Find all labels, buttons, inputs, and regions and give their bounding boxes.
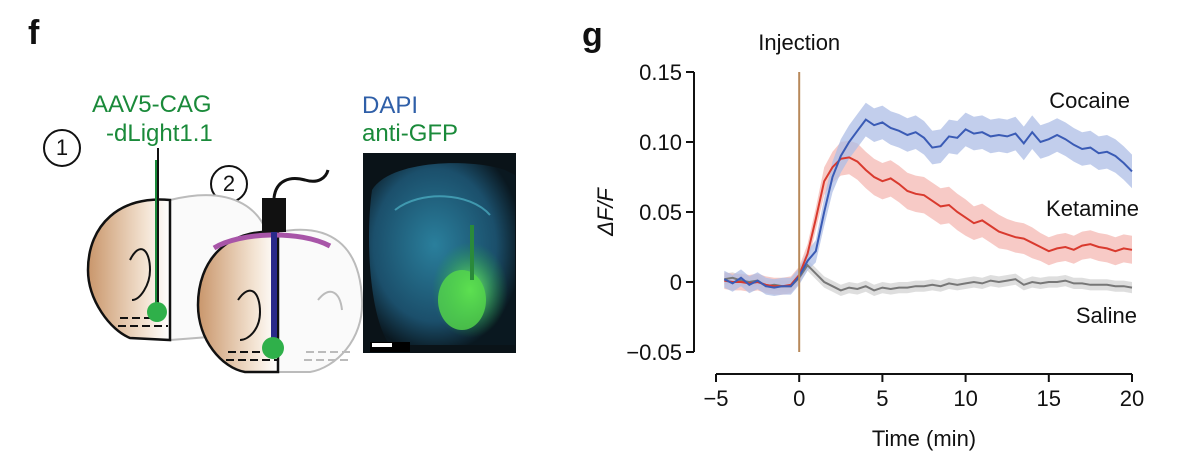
optic-fiber-ferrule xyxy=(262,198,286,232)
series-band-saline xyxy=(724,259,1132,296)
virus-label-line1: AAV5-CAG xyxy=(92,91,212,118)
series-label-saline: Saline xyxy=(1076,303,1137,328)
x-axis-title: Time (min) xyxy=(872,426,976,451)
scale-bar xyxy=(372,343,392,347)
y-tick-label: 0 xyxy=(670,270,682,295)
series-label-ketamine: Ketamine xyxy=(1046,196,1139,221)
optic-fiber xyxy=(271,232,277,347)
dapi-label: DAPI xyxy=(362,92,419,119)
x-tick-label: 20 xyxy=(1120,386,1144,411)
x-tick-label: 10 xyxy=(953,386,977,411)
y-tick-label: 0.15 xyxy=(639,60,682,85)
virus-label-line2: -dLight1.1 xyxy=(106,120,213,147)
y-tick-label: 0.10 xyxy=(639,130,682,155)
series-label-cocaine: Cocaine xyxy=(1049,88,1130,113)
panel-letter-g: g xyxy=(582,16,603,54)
y-tick-label: −0.05 xyxy=(626,340,682,365)
surgery-schematic xyxy=(86,148,516,374)
series-line-cocaine xyxy=(723,118,1133,289)
series-line-ketamine xyxy=(724,156,1133,288)
x-tick-label: 5 xyxy=(876,386,888,411)
y-tick-label: 0.05 xyxy=(639,200,682,225)
x-tick-label: 15 xyxy=(1037,386,1061,411)
x-tick-label: 0 xyxy=(793,386,805,411)
x-tick-label: −5 xyxy=(703,386,728,411)
histology-image xyxy=(363,153,516,353)
panel-letter-f: f xyxy=(28,14,40,52)
anti-gfp-label: anti-GFP xyxy=(362,120,459,147)
injection-annotation: Injection xyxy=(758,30,840,55)
y-axis-title: ΔF/F xyxy=(593,187,618,237)
step-1-badge: 1 xyxy=(43,129,81,167)
brain-section-2 xyxy=(196,169,364,374)
step-2-badge: 2 xyxy=(210,165,248,203)
series-band-cocaine xyxy=(724,102,1132,296)
